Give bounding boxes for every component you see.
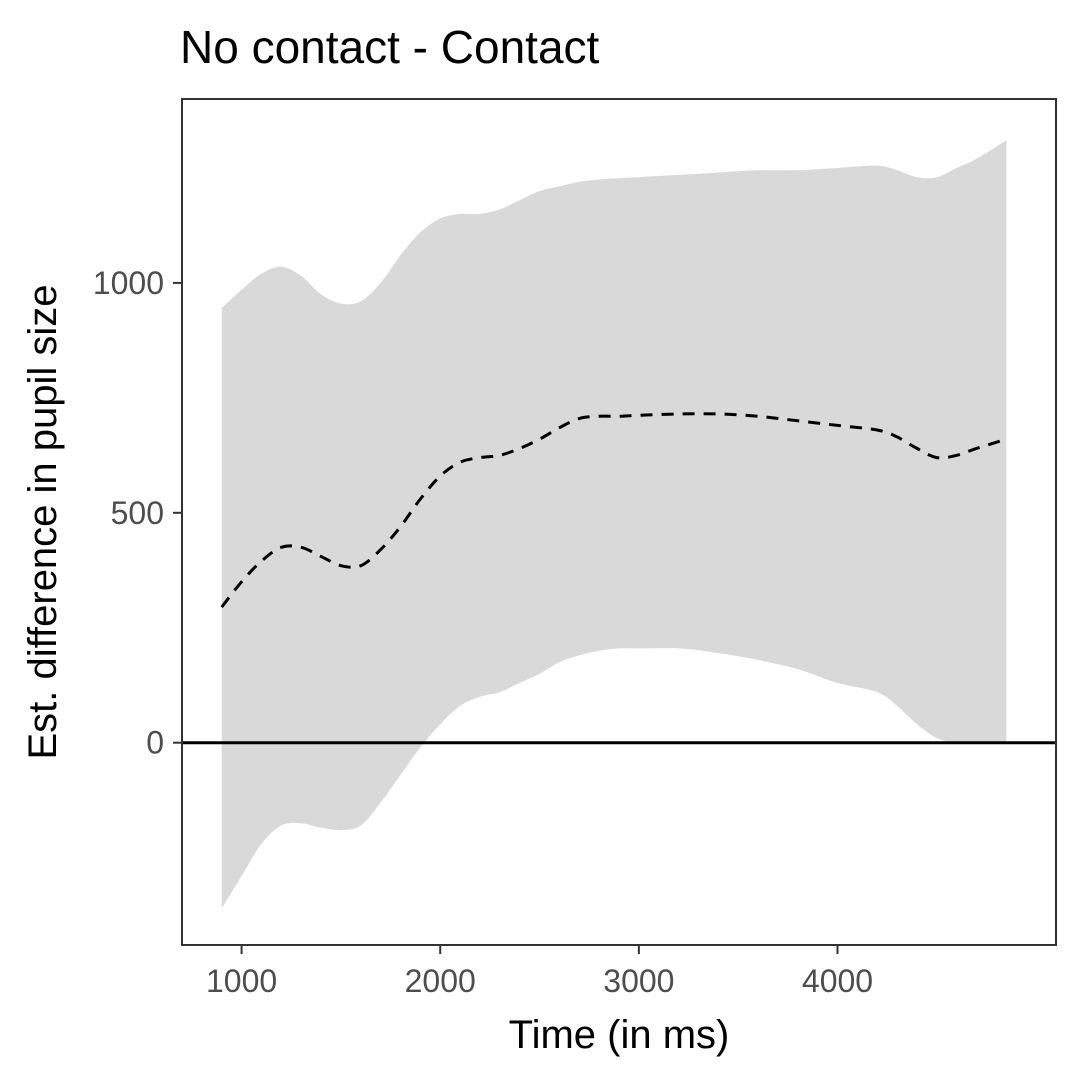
plot-panel-border [181, 98, 1057, 946]
confidence-band [221, 140, 1007, 909]
y-axis: 0 500 1000 [93, 265, 182, 761]
y-tick-label: 500 [111, 495, 164, 531]
chart-title: No contact - Contact [180, 21, 600, 73]
x-tick-label: 2000 [405, 963, 476, 999]
series-line-0 [220, 412, 1007, 609]
x-axis: 1000 2000 3000 4000 [206, 945, 873, 999]
y-axis-title: Est. difference in pupil size [21, 284, 65, 759]
y-tick-label: 0 [146, 725, 164, 761]
series-layer [220, 412, 1007, 609]
confidence-band-layer [221, 140, 1007, 909]
x-axis-title: Time (in ms) [509, 1013, 730, 1057]
y-tick-label: 1000 [93, 265, 164, 301]
x-tick-label: 3000 [603, 963, 674, 999]
x-tick-label: 4000 [802, 963, 873, 999]
x-tick-label: 1000 [206, 963, 277, 999]
